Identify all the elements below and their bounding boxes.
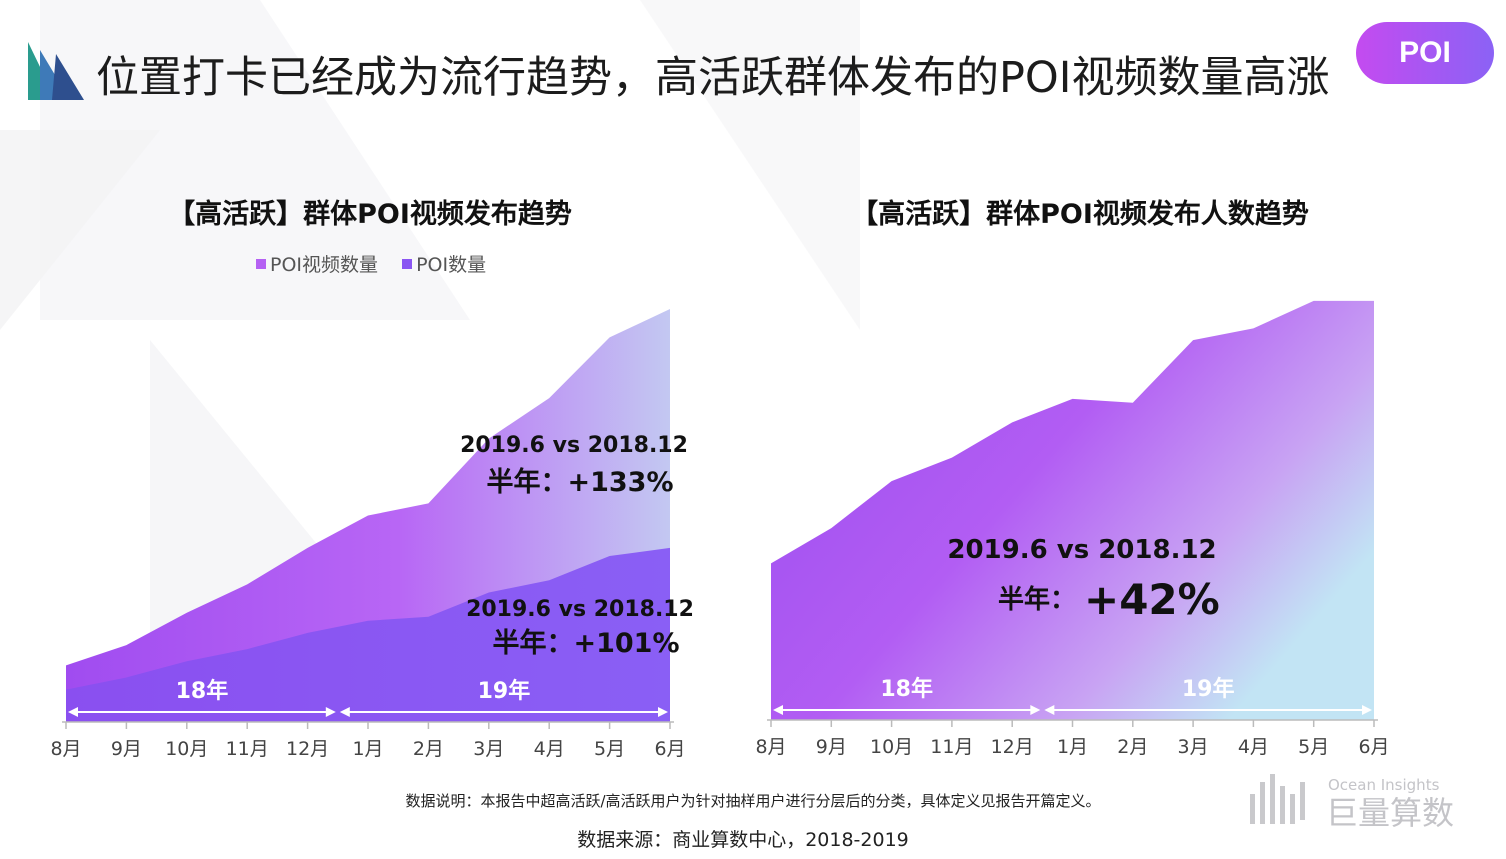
right-chart-title: 【高活跃】群体POI视频发布人数趋势 [851, 199, 1309, 230]
x-tick-label: 2月 [413, 738, 444, 760]
annotation-compare: 2019.6 vs 2018.12 [460, 433, 688, 458]
x-tick-label: 3月 [473, 738, 504, 760]
logo-icon [28, 42, 84, 100]
x-tick-label: 8月 [50, 738, 81, 760]
x-tick-label: 2月 [1117, 736, 1148, 758]
x-tick-label: 3月 [1178, 736, 1209, 758]
legend-label: POI视频数量 [270, 254, 379, 276]
x-tick-label: 11月 [930, 736, 973, 758]
x-tick-label: 9月 [816, 736, 847, 758]
x-tick-label: 9月 [111, 738, 142, 760]
page-title: 位置打卡已经成为流行趋势，高活跃群体发布的POI视频数量高涨 [96, 53, 1330, 103]
x-tick-label: 6月 [654, 738, 685, 760]
annotation-compare: 2019.6 vs 2018.12 [466, 597, 694, 622]
x-tick-label: 6月 [1358, 736, 1389, 758]
x-tick-label: 1月 [352, 738, 383, 760]
x-tick-label: 10月 [165, 738, 208, 760]
arrow-head-right-icon [1030, 705, 1041, 715]
x-tick-label: 12月 [286, 738, 329, 760]
arrow-head-right-icon [325, 707, 336, 717]
x-tick-label: 12月 [991, 736, 1034, 758]
legend-swatch [402, 258, 413, 269]
period-label: 19年 [1182, 676, 1235, 702]
arrow-head-right-icon [1362, 705, 1372, 715]
annotation-growth: 半年：+133% [486, 466, 673, 498]
legend-label: POI数量 [416, 254, 487, 276]
x-tick-label: 10月 [870, 736, 913, 758]
area-series-0 [771, 300, 1374, 720]
annotation-growth-value: +42% [1084, 575, 1220, 624]
arrow-head-right-icon [658, 707, 668, 717]
period-label: 18年 [880, 676, 933, 702]
x-tick-label: 8月 [755, 736, 786, 758]
data-note: 数据说明：本报告中超高活跃/高活跃用户为针对抽样用户进行分层后的分类，具体定义见… [405, 792, 1101, 810]
annotation-growth: 半年：+101% [492, 627, 679, 659]
annotation-compare: 2019.6 vs 2018.12 [947, 535, 1216, 565]
x-tick-label: 1月 [1057, 736, 1088, 758]
legend-swatch [256, 258, 266, 269]
arrow-head-left-icon [773, 705, 783, 715]
area-series-1 [66, 547, 670, 722]
left-chart-title: 【高活跃】群体POI视频发布趋势 [168, 199, 572, 230]
arrow-head-left-icon [68, 707, 78, 717]
brand-logo: Ocean Insights 巨量算数 [1250, 774, 1454, 832]
arrow-head-left-icon [339, 707, 350, 717]
brand-en: Ocean Insights [1328, 776, 1440, 794]
x-tick-label: 4月 [534, 738, 565, 760]
x-tick-label: 11月 [226, 738, 269, 760]
period-label: 18年 [176, 678, 229, 704]
x-tick-label: 5月 [594, 738, 625, 760]
legend-item-poi-video: POI视频数量 [256, 250, 378, 277]
legend-item-poi: POI数量 [402, 250, 486, 277]
x-tick-label: 4月 [1238, 736, 1269, 758]
data-source: 数据来源：商业算数中心，2018-2019 [577, 829, 909, 851]
arrow-head-left-icon [1044, 705, 1055, 715]
chart-legend: POI视频数量 POI数量 [256, 250, 504, 277]
annotation-growth-label: 半年： [998, 584, 1076, 615]
brand-cn: 巨量算数 [1326, 794, 1454, 832]
x-tick-label: 5月 [1298, 736, 1329, 758]
period-label: 19年 [478, 678, 531, 704]
poi-badge: POI [1356, 22, 1494, 84]
bars-icon [1250, 774, 1305, 824]
